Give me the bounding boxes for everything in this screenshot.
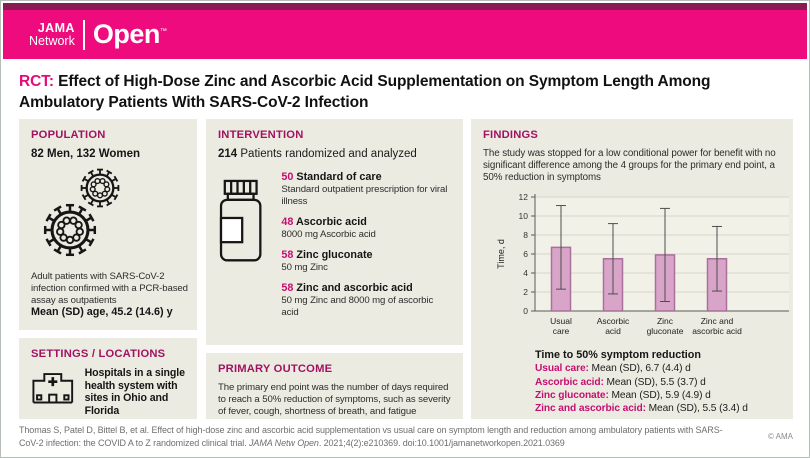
virus-icon [80, 168, 120, 208]
group-description: 8000 mg Ascorbic acid [281, 229, 376, 241]
virus-icon [43, 203, 97, 257]
population-age: Mean (SD) age, 45.2 (14.6) y [31, 306, 173, 318]
population-panel: POPULATION 82 Men, 132 Women Adult patie… [19, 119, 197, 330]
population-heading: POPULATION [31, 129, 106, 141]
intervention-panel: INTERVENTION 214 Patients randomized and… [206, 119, 463, 345]
svg-text:care: care [553, 326, 570, 336]
intervention-heading: INTERVENTION [218, 129, 304, 141]
group-count: 50 [281, 171, 294, 183]
primary-outcome-text: The primary end point was the number of … [218, 382, 451, 417]
group-name: Standard of care [296, 171, 382, 183]
stat-row: Ascorbic acid: Mean (SD), 5.5 (3.7) d [535, 376, 781, 389]
svg-text:10: 10 [519, 211, 529, 221]
stat-row: Usual care: Mean (SD), 6.7 (4.4) d [535, 362, 781, 375]
jama-network-open-logo: JAMA Network Open™ [29, 19, 167, 50]
citation-journal: JAMA Netw Open [249, 437, 319, 448]
stat-value: Mean (SD), 6.7 (4.4) d [588, 363, 691, 375]
svg-text:acid: acid [605, 326, 621, 336]
stat-label: Zinc and ascorbic acid: [535, 403, 646, 415]
svg-text:6: 6 [523, 249, 528, 259]
svg-text:2: 2 [523, 287, 528, 297]
title-bar: RCT: Effect of High-Dose Zinc and Ascorb… [1, 59, 809, 114]
svg-text:Zinc and: Zinc and [701, 316, 734, 326]
settings-description: Hospitals in a single health system with… [84, 367, 185, 417]
title-text: Effect of High-Dose Zinc and Ascorbic Ac… [19, 73, 711, 111]
stat-row: Zinc gluconate: Mean (SD), 5.9 (4.9) d [535, 389, 781, 402]
svg-text:gluconate: gluconate [647, 326, 684, 336]
svg-text:Time, d: Time, d [496, 240, 506, 270]
svg-text:Ascorbic: Ascorbic [597, 316, 630, 326]
findings-heading: FINDINGS [483, 129, 539, 141]
svg-text:8: 8 [523, 230, 528, 240]
svg-text:12: 12 [519, 192, 529, 202]
settings-heading: SETTINGS / LOCATIONS [31, 348, 166, 360]
intervention-group: 58 Zinc and ascorbic acid 50 mg Zinc and… [281, 282, 451, 319]
study-type-tag: RCT: [19, 73, 54, 90]
group-description: 50 mg Zinc [281, 262, 328, 274]
stat-value: Mean (SD), 5.5 (3.4) d [645, 403, 748, 415]
top-accent-strip [3, 3, 807, 10]
intervention-groups: 50 Standard of care Standard outpatient … [281, 171, 451, 327]
group-count: 58 [281, 248, 294, 261]
population-description: Adult patients with SARS-CoV-2 infection… [31, 271, 188, 306]
findings-panel: FINDINGS The study was stopped for a low… [471, 119, 793, 419]
findings-summary: The study was stopped for a low conditio… [483, 148, 776, 184]
footer: Thomas S, Patel D, Bittel B, et al. Effe… [19, 424, 793, 449]
logo-divider [82, 19, 85, 50]
pill-bottle-icon [219, 179, 262, 262]
stat-row: Zinc and ascorbic acid: Mean (SD), 5.5 (… [535, 402, 781, 415]
citation-tail: . 2021;4(2):e210369. doi:10.1001/jamanet… [318, 437, 565, 448]
logo-jama-text: JAMA [37, 20, 75, 35]
logo-network-text: Network [29, 33, 75, 48]
findings-stats: Time to 50% symptom reduction Usual care… [535, 349, 781, 415]
group-description: 50 mg Zinc and 8000 mg of ascorbic acid [281, 295, 434, 319]
svg-text:Usual: Usual [550, 316, 572, 326]
intervention-total-label: Patients randomized and analyzed [237, 148, 417, 160]
group-name: Zinc gluconate [296, 248, 373, 261]
settings-panel: SETTINGS / LOCATIONS Hospitals in a sing… [19, 338, 197, 419]
citation-text: Thomas S, Patel D, Bittel B, et al. Effe… [19, 425, 723, 448]
svg-text:ascorbic acid: ascorbic acid [692, 326, 742, 336]
stat-value: Mean (SD), 5.5 (3.7) d [603, 376, 706, 388]
logo-open-text: Open [92, 19, 161, 49]
svg-text:0: 0 [523, 306, 528, 316]
citation: Thomas S, Patel D, Bittel B, et al. Effe… [19, 424, 724, 449]
stat-value: Mean (SD), 5.9 (4.9) d [608, 389, 711, 401]
intervention-total: 214 [218, 148, 238, 160]
intervention-group: 50 Standard of care Standard outpatient … [281, 171, 451, 208]
intervention-group: 58 Zinc gluconate 50 mg Zinc [281, 249, 451, 274]
trademark-symbol: ™ [159, 28, 167, 35]
group-description: Standard outpatient prescription for vir… [281, 184, 448, 208]
brand-header: JAMA Network Open™ [3, 10, 807, 59]
stat-label: Zinc gluconate: [535, 389, 609, 401]
intervention-group: 48 Ascorbic acid 8000 mg Ascorbic acid [281, 216, 451, 241]
stat-label: Usual care: [535, 363, 589, 375]
stat-label: Ascorbic acid: [535, 376, 604, 388]
svg-text:4: 4 [523, 268, 528, 278]
group-name: Zinc and ascorbic acid [296, 282, 413, 295]
primary-outcome-heading: PRIMARY OUTCOME [218, 363, 333, 375]
primary-outcome-panel: PRIMARY OUTCOME The primary end point wa… [206, 353, 463, 419]
svg-text:Zinc: Zinc [657, 316, 674, 326]
hospital-icon [32, 373, 74, 404]
group-count: 58 [281, 282, 294, 295]
group-count: 48 [281, 215, 294, 228]
population-demographics: 82 Men, 132 Women [31, 148, 141, 160]
page-title: RCT: Effect of High-Dose Zinc and Ascorb… [19, 72, 781, 114]
copyright-label: © AMA [767, 432, 793, 442]
group-name: Ascorbic acid [295, 215, 367, 228]
stats-rows: Usual care: Mean (SD), 6.7 (4.4) d Ascorb… [535, 362, 781, 415]
stats-title: Time to 50% symptom reduction [535, 349, 701, 362]
